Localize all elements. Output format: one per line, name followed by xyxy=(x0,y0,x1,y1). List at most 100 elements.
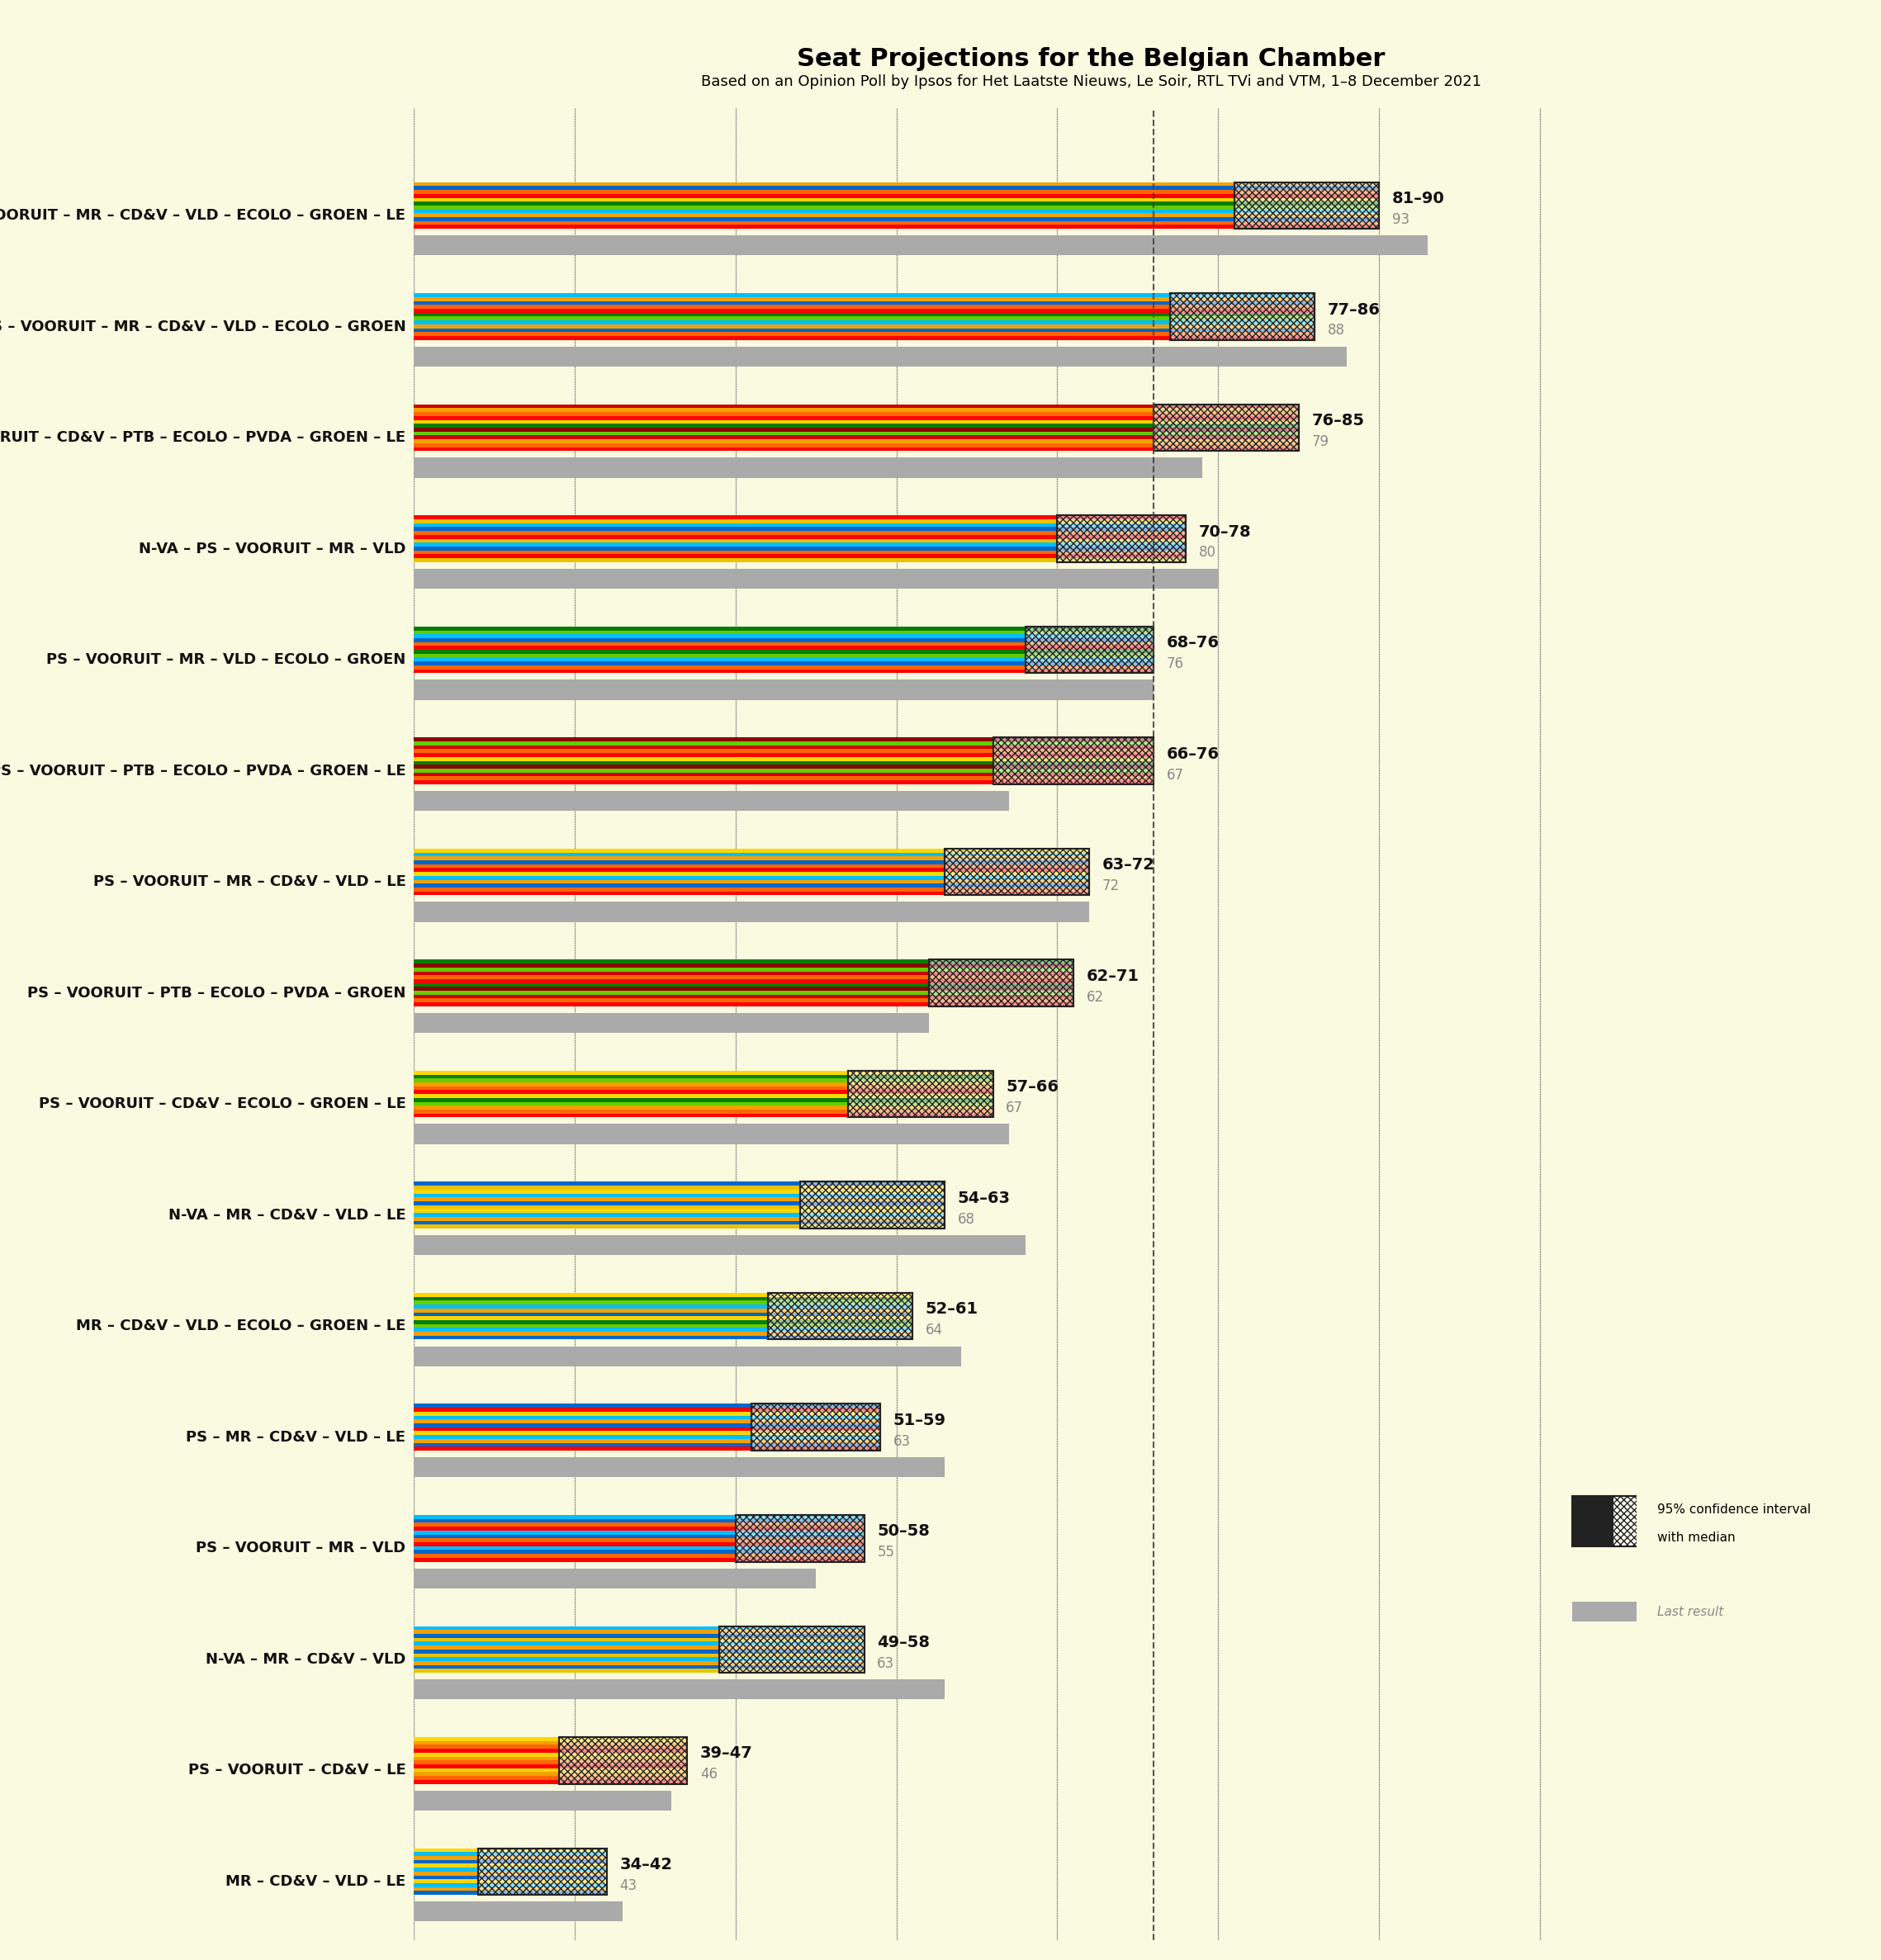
Bar xyxy=(414,1891,608,1895)
Bar xyxy=(414,408,1298,412)
Text: 76: 76 xyxy=(1166,657,1183,670)
Text: 34–42: 34–42 xyxy=(619,1856,673,1872)
Bar xyxy=(414,1098,993,1102)
Bar xyxy=(414,551,1187,555)
Bar xyxy=(414,306,1315,310)
Bar xyxy=(414,627,1153,631)
Bar xyxy=(414,1335,912,1339)
Bar xyxy=(414,737,1153,741)
Bar xyxy=(414,1105,993,1109)
Bar xyxy=(414,1740,687,1744)
Bar xyxy=(414,780,1153,784)
Bar xyxy=(414,1074,993,1078)
Bar xyxy=(414,443,1298,447)
Bar xyxy=(414,976,1074,980)
Bar xyxy=(414,1664,863,1668)
Text: 70–78: 70–78 xyxy=(1198,523,1251,539)
Bar xyxy=(414,753,1153,757)
Text: 80: 80 xyxy=(1198,545,1217,561)
Bar xyxy=(414,1415,880,1419)
Bar xyxy=(414,1864,608,1868)
Text: PS – VOORUIT – MR – CD&V – VLD – ECOLO – GROEN – LE: PS – VOORUIT – MR – CD&V – VLD – ECOLO –… xyxy=(0,208,406,223)
Text: PS – VOORUIT – PTB – ECOLO – PVDA – GROEN: PS – VOORUIT – PTB – ECOLO – PVDA – GROE… xyxy=(28,986,406,1000)
Bar xyxy=(414,1654,863,1658)
Bar xyxy=(414,1568,816,1588)
Bar xyxy=(414,655,1153,659)
Bar xyxy=(414,1868,608,1872)
Text: PS – VOORUIT – PTB – ECOLO – PVDA – GROEN – LE: PS – VOORUIT – PTB – ECOLO – PVDA – GROE… xyxy=(0,764,406,778)
Bar xyxy=(414,190,1379,194)
Bar xyxy=(414,1554,863,1558)
Bar xyxy=(414,1642,863,1646)
Bar xyxy=(414,325,1315,327)
Bar xyxy=(414,972,1074,976)
Bar xyxy=(414,1860,608,1864)
Bar xyxy=(414,998,1074,1002)
Bar xyxy=(414,768,1153,772)
Bar xyxy=(414,1078,993,1082)
Bar xyxy=(414,884,1089,888)
Bar xyxy=(414,1090,993,1094)
Bar xyxy=(414,568,1219,588)
Bar xyxy=(719,1627,863,1672)
Bar xyxy=(414,849,1089,853)
Bar xyxy=(414,1186,944,1190)
Bar xyxy=(414,523,1187,527)
Bar xyxy=(414,294,1315,298)
Bar xyxy=(414,1325,912,1327)
Text: 55: 55 xyxy=(877,1544,895,1560)
Bar xyxy=(414,327,1315,331)
Bar xyxy=(993,737,1153,784)
Text: PS – VOORUIT – MR – CD&V – VLD – LE: PS – VOORUIT – MR – CD&V – VLD – LE xyxy=(92,874,406,890)
Bar xyxy=(414,1523,863,1527)
Text: 77–86: 77–86 xyxy=(1328,302,1381,318)
Text: MR – CD&V – VLD – LE: MR – CD&V – VLD – LE xyxy=(226,1874,406,1889)
Bar xyxy=(414,543,1187,547)
Bar xyxy=(414,318,1315,321)
Bar xyxy=(848,1070,993,1117)
Bar xyxy=(414,651,1153,655)
Text: 51–59: 51–59 xyxy=(893,1413,946,1429)
Bar xyxy=(414,1852,608,1856)
Bar xyxy=(1170,294,1315,339)
Bar xyxy=(414,1317,912,1321)
Bar xyxy=(414,1546,863,1550)
Bar xyxy=(414,664,1153,668)
Bar xyxy=(848,1070,993,1117)
Bar xyxy=(1573,1601,1653,1621)
Bar xyxy=(414,1094,993,1098)
Text: 39–47: 39–47 xyxy=(700,1746,752,1762)
Bar xyxy=(414,1650,863,1654)
Bar xyxy=(414,1321,912,1325)
Bar xyxy=(559,1737,687,1784)
Bar xyxy=(414,1558,863,1562)
Bar xyxy=(1612,1495,1653,1546)
Bar xyxy=(414,1327,912,1331)
Bar xyxy=(767,1294,912,1339)
Bar xyxy=(414,1446,880,1450)
Bar xyxy=(414,1627,863,1631)
Bar xyxy=(414,1235,1025,1254)
Bar xyxy=(414,1109,993,1113)
Bar xyxy=(414,964,1074,968)
Text: PS – VOORUIT – CD&V – LE: PS – VOORUIT – CD&V – LE xyxy=(188,1764,406,1778)
Bar xyxy=(1234,182,1379,229)
Bar xyxy=(414,347,1347,367)
Bar xyxy=(414,1764,687,1768)
Text: 62: 62 xyxy=(1085,990,1104,1004)
Bar xyxy=(414,1201,944,1205)
Text: 63: 63 xyxy=(877,1656,895,1670)
Bar xyxy=(1057,515,1187,563)
Bar xyxy=(414,235,1428,255)
Bar xyxy=(414,1519,863,1523)
Bar xyxy=(414,764,1153,768)
Bar xyxy=(944,849,1089,896)
Text: N-VA – PS – VOORUIT – MR – VLD: N-VA – PS – VOORUIT – MR – VLD xyxy=(139,541,406,557)
Bar xyxy=(414,1780,687,1784)
Bar xyxy=(414,1113,993,1117)
Bar xyxy=(414,1221,944,1225)
Bar xyxy=(735,1515,863,1562)
Bar xyxy=(478,1848,608,1895)
Text: 50–58: 50–58 xyxy=(877,1523,929,1539)
Bar xyxy=(414,1872,608,1876)
